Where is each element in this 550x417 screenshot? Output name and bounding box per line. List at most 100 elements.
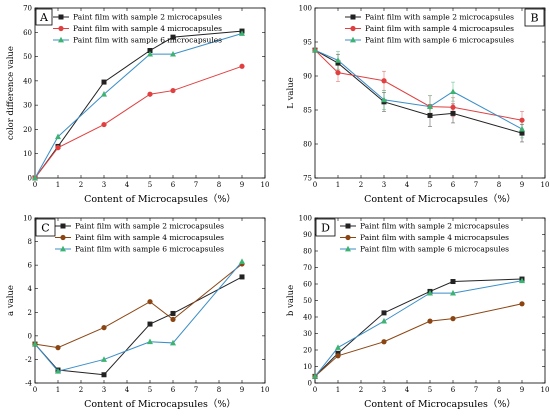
data-point [32,174,38,181]
y-tick-label: 20 [303,347,312,355]
y-axis-label: b value [286,285,296,316]
y-tick-label: 70 [303,264,312,272]
data-point [55,368,61,374]
panel-letter: B [530,12,538,25]
chart-panel-b: 0 1 2 3 4 5 6 7 8 9 10 75 80 85 90 95 100 Content of Micr… [286,5,549,206]
data-point [147,299,153,305]
legend-entry: Paint film with sample 4 microcapsules [75,233,224,242]
data-point [147,48,153,53]
legend-marker [58,36,64,43]
y-tick-label: 30 [303,330,312,338]
data-point [55,345,61,351]
data-point [170,50,176,57]
data-point [101,79,107,85]
data-point [170,316,176,322]
x-tick-label: 0 [313,386,317,394]
y-tick-label: 90 [303,73,312,81]
data-point [519,130,525,136]
x-tick-label: 4 [405,181,410,189]
series-line-2 [314,303,523,377]
y-tick-label: 40 [23,77,32,85]
x-tick-label: 6 [451,181,456,189]
plot-frame [314,217,546,384]
x-tick-label: 6 [451,386,456,394]
y-axis-label: L value [286,77,296,108]
data-point [519,125,525,132]
y-tick-label: 8 [28,238,32,246]
data-point [381,310,387,316]
y-axis-label: color difference value [6,46,16,140]
legend: Paint film with sample 2 microcapsules Pa… [55,222,224,254]
y-tick-label: -2 [25,356,32,364]
legend-entry: Paint film with sample 4 microcapsules [365,24,514,33]
x-tick-label: 8 [217,181,221,189]
x-tick-label: 8 [497,386,501,394]
x-tick-label: 9 [520,386,524,394]
legend-marker [60,223,66,229]
x-axis-label: Content of Microcapsules（%） [84,193,236,205]
legend-entry: Paint film with sample 6 microcapsules [73,36,222,45]
x-tick-label: 4 [125,386,130,394]
legend-marker [60,234,66,241]
data-point [101,356,107,362]
series-line-1 [34,276,243,376]
legend-entry: Paint film with sample 2 microcapsules [73,13,222,22]
x-tick-label: 8 [497,181,501,189]
legend-entry: Paint film with sample 4 microcapsules [360,233,509,242]
legend-entry: Paint film with sample 6 microcapsules [360,245,509,254]
series-line-2 [34,263,243,349]
data-point [147,321,153,327]
x-tick-label: 1 [336,386,340,394]
data-point [427,112,433,118]
x-tick-label: 3 [102,181,106,189]
panel-letter: A [39,11,49,24]
data-point [450,110,456,116]
series-line-3 [34,33,243,179]
legend-marker [58,14,64,20]
x-tick-label: 5 [428,181,432,189]
y-tick-label: 40 [303,314,312,322]
legend-marker [350,36,356,43]
data-point [170,34,176,40]
legend: Paint film with sample 2 microcapsules Pa… [345,13,514,45]
chart-panel-a: 0 1 2 3 4 5 6 7 8 9 10 0 10 20 30 40 50 60 70 Content of Mi… [6,5,269,206]
data-point [239,274,245,280]
x-tick-label: 10 [261,386,270,394]
panel-letter: C [41,222,49,235]
data-point [450,104,456,110]
series-line-2 [314,49,523,121]
data-point [335,353,341,359]
y-tick-label: 6 [28,262,33,270]
data-point [381,78,387,84]
y-tick-label: 0 [28,175,32,183]
plot-frame [314,7,546,179]
data-point [335,60,341,66]
legend-marker [58,25,64,32]
data-point [239,258,245,265]
x-tick-label: 9 [240,181,244,189]
x-tick-label: 1 [336,181,340,189]
x-tick-label: 10 [261,181,270,189]
data-point [147,50,153,57]
x-tick-label: 4 [405,386,410,394]
y-tick-label: 50 [303,297,312,305]
data-point [381,317,387,324]
y-tick-label: 75 [303,175,312,183]
data-point [519,117,525,123]
x-axis-label: Content of Microcapsules（%） [364,193,516,205]
panel-letter: D [321,222,330,235]
data-point [427,318,433,324]
x-tick-label: 5 [148,386,152,394]
data-point [312,46,318,53]
data-point [55,145,61,151]
x-tick-label: 1 [56,386,60,394]
y-tick-label: 80 [303,141,312,149]
y-axis-label: a value [6,285,16,316]
x-axis-label: Content of Microcapsules（%） [84,398,236,410]
x-tick-label: 2 [79,386,83,394]
x-tick-label: 4 [125,181,130,189]
x-tick-label: 3 [382,181,386,189]
data-point [519,277,525,284]
data-point [32,340,38,347]
y-tick-label: 20 [23,126,32,134]
